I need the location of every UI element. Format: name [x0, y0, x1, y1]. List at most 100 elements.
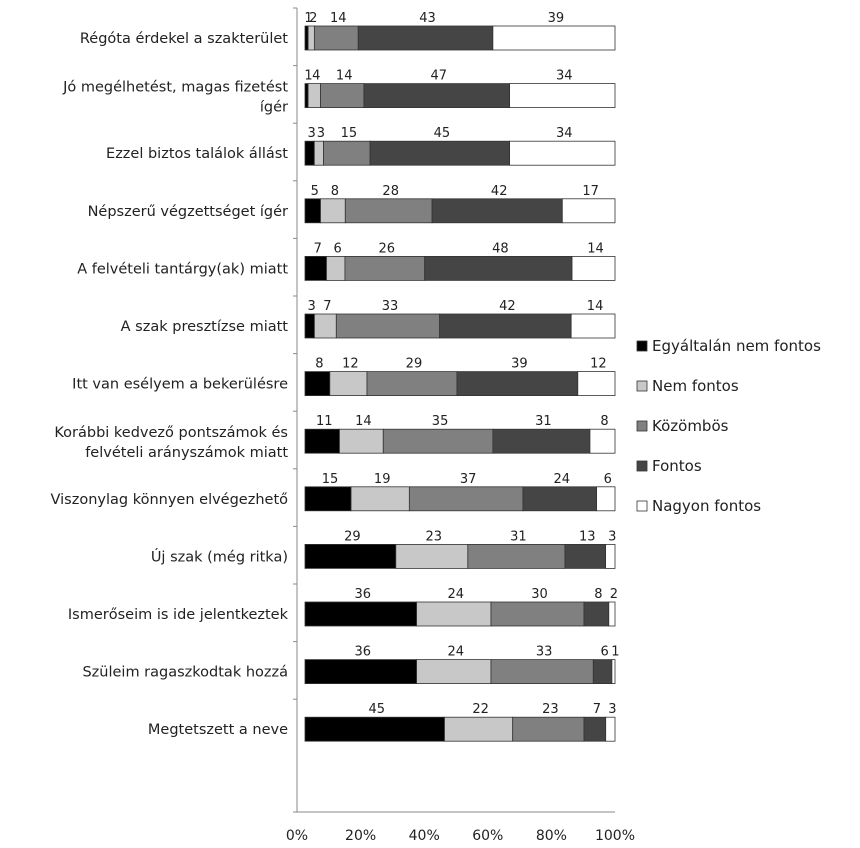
bar-segment: [512, 716, 585, 742]
data-label: 24: [553, 472, 570, 487]
data-label: 6: [604, 472, 612, 487]
category-label: A felvételi tantárgy(ak) miatt: [77, 261, 288, 277]
data-label: 37: [460, 472, 477, 487]
data-label: 1: [304, 69, 312, 84]
bar-segment: [608, 601, 616, 627]
category-label: ígér: [260, 100, 288, 116]
category-label: Szüleim ragaszkodtak hozzá: [82, 665, 288, 681]
bar-segment: [304, 544, 397, 569]
category-label: Megtetszett a neve: [148, 722, 288, 738]
data-label: 14: [587, 241, 604, 256]
data-label: 1: [304, 11, 312, 26]
data-label: 6: [600, 645, 608, 660]
category-label: Viszonylag könnyen elvégezhető: [51, 492, 289, 508]
data-label: 36: [355, 587, 372, 602]
data-label: 8: [331, 184, 339, 199]
legend-swatch: [636, 460, 648, 472]
bar-segment: [335, 313, 441, 339]
bar-segment: [304, 716, 445, 742]
bar-segment: [444, 716, 514, 742]
legend-label: Fontos: [652, 457, 702, 475]
bar-segment: [304, 198, 321, 224]
data-label: 39: [511, 357, 528, 372]
data-label: 30: [531, 587, 548, 602]
x-tick-label: 80%: [536, 828, 567, 844]
data-label: 7: [593, 702, 601, 717]
x-tick-label: 100%: [595, 828, 635, 844]
bar-segment: [570, 313, 616, 339]
data-label: 24: [448, 587, 465, 602]
bar-segment: [320, 198, 346, 224]
bar-segment: [571, 255, 616, 281]
bar-segment: [304, 313, 315, 339]
data-label: 8: [600, 414, 608, 429]
data-label: 39: [548, 11, 565, 26]
bar-segment: [492, 25, 616, 51]
bar-segment: [564, 544, 607, 569]
category-label: Korábbi kedvező pontszámok és: [54, 425, 288, 441]
data-label: 7: [323, 299, 331, 314]
bar-segment: [304, 428, 340, 454]
data-label: 26: [379, 241, 396, 256]
data-label: 17: [582, 184, 599, 199]
category-label: Ismerőseim is ide jelentkeztek: [68, 607, 289, 623]
data-label: 24: [448, 645, 465, 660]
bar-segment: [350, 486, 410, 512]
bar-segment: [589, 428, 616, 454]
data-label: 12: [342, 357, 359, 372]
data-label: 2: [610, 587, 618, 602]
bar-segment: [416, 659, 492, 684]
bar-segment: [577, 371, 616, 397]
category-label: Új szak (még ritka): [151, 547, 288, 565]
data-label: 12: [590, 357, 607, 372]
data-label: 34: [556, 126, 573, 141]
bar-segment: [583, 716, 607, 742]
bar-segment: [382, 428, 494, 454]
data-label: 29: [406, 357, 423, 372]
data-label: 3: [308, 126, 316, 141]
data-label: 42: [499, 299, 516, 314]
bar-segment: [490, 601, 585, 627]
data-label: 19: [374, 472, 391, 487]
bar-segment: [313, 140, 324, 166]
bar-segment: [509, 140, 616, 166]
category-label: felvételi arányszámok miatt: [85, 445, 288, 461]
bar-segment: [313, 25, 359, 51]
data-label: 3: [317, 126, 325, 141]
x-tick-label: 40%: [409, 828, 440, 844]
data-label: 29: [344, 529, 361, 544]
bar-segment: [339, 428, 384, 454]
bar-segment: [304, 25, 309, 51]
data-label: 47: [430, 69, 447, 84]
data-label: 11: [316, 414, 333, 429]
data-label: 7: [314, 241, 322, 256]
bar-segment: [416, 601, 492, 627]
bar-segment: [304, 255, 327, 281]
data-label: 43: [419, 11, 436, 26]
bar-segment: [304, 486, 352, 512]
bar-segment: [395, 544, 469, 569]
data-label: 6: [334, 241, 342, 256]
bar-segment: [313, 313, 337, 339]
bar-segment: [323, 140, 371, 166]
bar-segment: [456, 371, 579, 397]
bar-segment: [408, 486, 524, 512]
bar-segment: [596, 486, 616, 512]
data-label: 36: [355, 645, 372, 660]
data-label: 42: [491, 184, 508, 199]
data-label: 31: [510, 529, 527, 544]
bar-segment: [605, 544, 616, 569]
category-label: Ezzel biztos találok állást: [106, 146, 288, 162]
data-label: 4: [312, 69, 320, 84]
data-label: 33: [382, 299, 399, 314]
data-label: 14: [336, 69, 353, 84]
bar-segment: [369, 140, 511, 166]
data-label: 34: [556, 69, 573, 84]
bar-segment: [611, 659, 616, 684]
data-label: 15: [322, 472, 339, 487]
bar-segment: [304, 371, 331, 397]
data-label: 45: [434, 126, 451, 141]
bar-segment: [467, 544, 566, 569]
bar-segment: [344, 255, 426, 281]
data-label: 45: [368, 702, 385, 717]
